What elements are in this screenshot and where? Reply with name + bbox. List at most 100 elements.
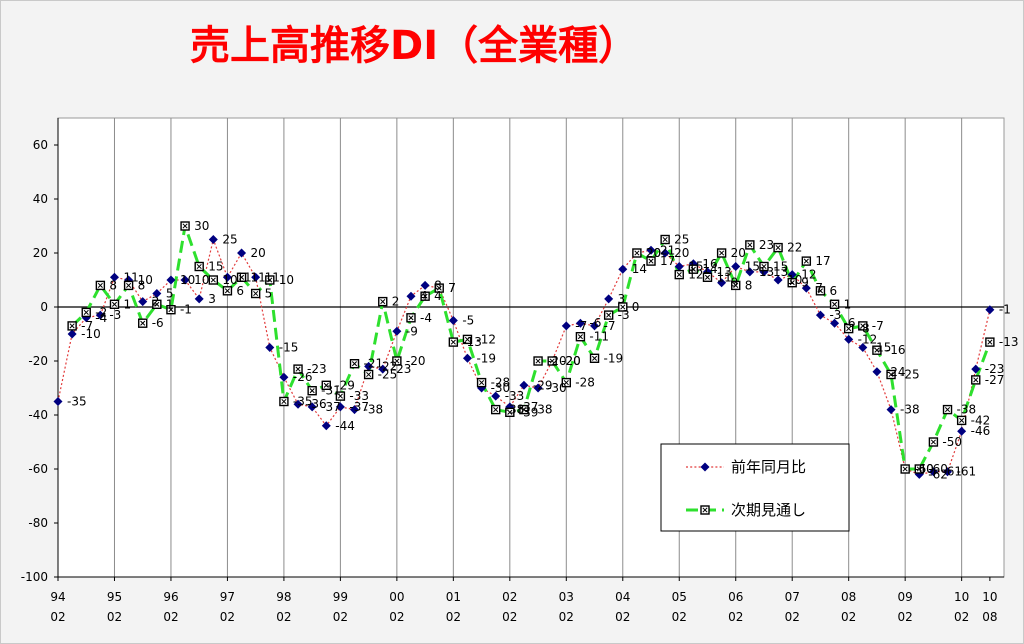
series-2-point: [547, 356, 557, 366]
series-1-data-label: -26: [293, 370, 313, 384]
series-2-data-label: -12: [476, 332, 496, 346]
series-2-data-label: 1: [166, 297, 174, 311]
series-1-point: [180, 275, 190, 285]
series-1-data-label: -38: [900, 403, 920, 417]
series-1-data-label: -7: [575, 319, 587, 333]
series-2-point: [67, 321, 77, 331]
square-marker-cross: [97, 282, 103, 288]
x-tick-label-year: 97: [220, 590, 235, 604]
series-1-data-label: 10: [138, 273, 153, 287]
x-tick-label-year: 02: [502, 590, 517, 604]
series-2-point: [378, 296, 388, 307]
series-1-point: [222, 272, 232, 282]
series-2-point: [829, 299, 840, 309]
y-tick-label: 0: [40, 300, 48, 314]
series-1-data-label: 4: [420, 289, 428, 303]
square-marker-cross: [351, 361, 358, 367]
x-tick-label-month: 02: [954, 610, 969, 624]
x-tick-label-year: 09: [898, 590, 913, 604]
series-2-point: [773, 242, 783, 253]
series-1-point: [985, 305, 995, 315]
series-1-data-label: -20: [561, 354, 581, 368]
y-tick-label: -40: [28, 408, 48, 422]
series-1-point: [378, 364, 388, 374]
series-2-data-label: -20: [561, 354, 581, 368]
series-2-point: [123, 280, 134, 291]
square-marker-cross: [676, 272, 682, 278]
series-2-data-label: -39: [519, 405, 539, 419]
series-2-point: [900, 464, 910, 474]
square-marker-cross: [959, 417, 965, 423]
series-2-point: [462, 334, 473, 345]
x-tick-label-month: 02: [220, 610, 235, 624]
series-2-data-label: 10: [222, 273, 237, 287]
series-1-point: [660, 248, 670, 258]
series-2-point: [603, 310, 614, 320]
series-2-point: [180, 221, 190, 231]
series-1-data-label: 20: [646, 246, 661, 260]
series-1-point: [152, 289, 162, 298]
series-1-point: [844, 334, 854, 344]
series-2-point: [491, 404, 501, 415]
x-tick-label-month: 02: [785, 610, 800, 624]
x-tick-label-year: 06: [728, 590, 743, 604]
square-marker-cross: [238, 274, 245, 280]
series-1-data-label: 13: [716, 265, 731, 279]
square-marker-cross: [464, 336, 471, 342]
series-2-data-label: -25: [378, 368, 398, 382]
series-2-point: [575, 332, 586, 342]
series-2-data-label: -60: [914, 462, 934, 476]
series-2-data-label: 14: [702, 262, 717, 276]
series-1-data-label: -30: [491, 381, 511, 395]
series-2-point: [307, 386, 317, 396]
series-1-point: [420, 280, 430, 290]
series-1-point: [448, 316, 458, 325]
y-tick-label: 40: [33, 192, 48, 206]
series-2-point: [222, 286, 233, 296]
series-1-point: [406, 291, 416, 301]
series-2-point: [95, 280, 106, 291]
series-1-point: [928, 467, 938, 477]
series-1-data-label: 3: [208, 292, 216, 306]
series-2-data-label: -33: [349, 389, 369, 403]
series-2-data-label: -31: [321, 384, 341, 398]
series-1-data-label: -6: [844, 316, 856, 330]
square-marker-cross: [620, 304, 626, 310]
series-1-data-label: -62: [928, 467, 948, 481]
series-2-data-label: -38: [957, 403, 977, 417]
series-2-data-label: -3: [618, 308, 630, 322]
series-1-data-label: -44: [335, 419, 355, 433]
square-marker-cross: [535, 358, 541, 364]
series-1-data-label: 5: [166, 287, 174, 301]
x-tick-label-year: 08: [841, 590, 856, 604]
series-2-point: [716, 248, 727, 258]
square-marker-cross: [803, 258, 809, 264]
series-2-point: [434, 283, 444, 293]
series-1-point: [943, 467, 953, 477]
series-1-data-label: -12: [858, 332, 878, 346]
square-marker-cross: [253, 290, 259, 297]
series-1-data-label: -60: [914, 462, 934, 476]
series-2-data-label: -50: [942, 435, 962, 449]
series-2-data-label: -7: [81, 319, 93, 333]
series-1-point: [293, 399, 303, 409]
series-2-data-label: -28: [491, 376, 511, 390]
square-marker-cross: [888, 371, 894, 378]
series-2-data-label: 11: [251, 270, 266, 284]
series-2-data-label: 17: [660, 254, 675, 268]
series-2-data-label: -21: [364, 357, 384, 371]
series-1-data-label: 11: [265, 270, 280, 284]
square-marker-cross: [832, 301, 838, 307]
series-1-point: [491, 391, 501, 401]
series-1-point: [646, 245, 656, 255]
series-2-point: [335, 391, 346, 401]
series-1-data-label: 3: [618, 292, 626, 306]
square-marker-cross: [450, 339, 456, 345]
square-marker-cross: [606, 312, 612, 318]
x-tick-label-month: 02: [672, 610, 687, 624]
x-tick-label-month: 02: [559, 610, 574, 624]
series-1-point: [717, 278, 727, 288]
series-2-point: [166, 305, 176, 315]
